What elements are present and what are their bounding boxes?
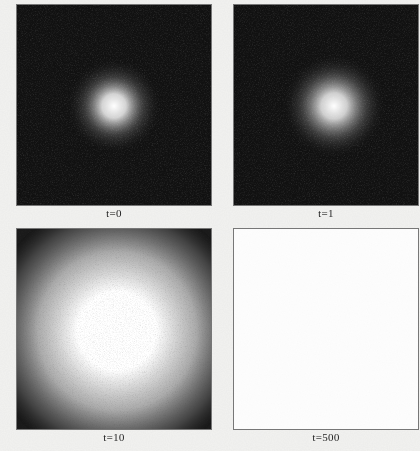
diffusion-image-t1 — [234, 5, 418, 205]
caption-t500: t=500 — [312, 432, 340, 444]
panel-t10 — [16, 228, 212, 430]
panel-t1 — [233, 4, 419, 206]
caption-t10: t=10 — [103, 432, 125, 444]
noise-overlay — [17, 229, 211, 429]
caption-t0: t=0 — [106, 208, 122, 220]
noise-overlay — [17, 5, 211, 205]
caption-t1: t=1 — [318, 208, 334, 220]
panel-t0 — [16, 4, 212, 206]
noise-overlay — [234, 229, 418, 429]
diffusion-image-t0 — [17, 5, 211, 205]
panel-t500 — [233, 228, 419, 430]
diffusion-image-t500 — [234, 229, 418, 429]
diffusion-image-t10 — [17, 229, 211, 429]
noise-overlay — [234, 5, 418, 205]
